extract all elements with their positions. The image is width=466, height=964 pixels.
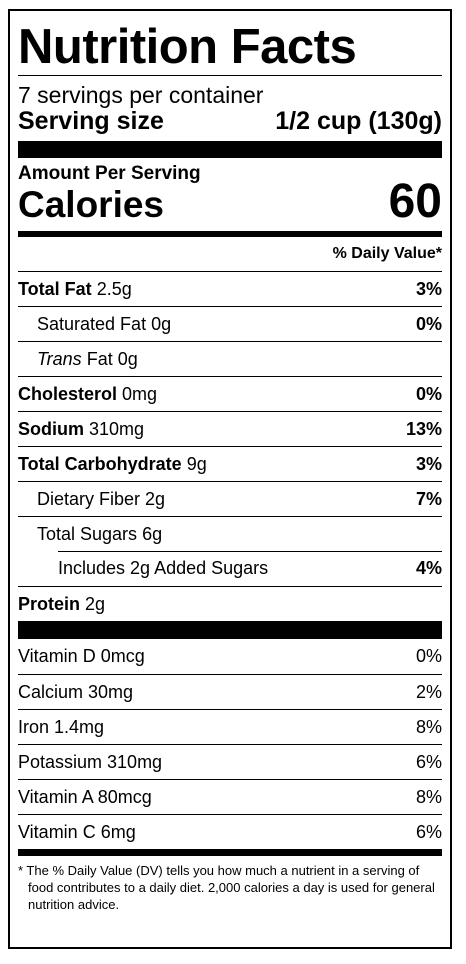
nutrient-dv: 7% (415, 488, 442, 509)
nutrient-dv: 3% (415, 278, 442, 299)
amount-per-serving: Amount Per Serving (18, 163, 201, 184)
medium-divider (18, 849, 442, 856)
nutrient-row-saturated-fat: Saturated Fat 0g 0% (18, 306, 442, 341)
footnote: * The % Daily Value (DV) tells you how m… (18, 863, 435, 912)
divider (18, 75, 442, 76)
daily-value-header: % Daily Value* (332, 245, 442, 262)
vitamin-name: Vitamin D 0mcg (18, 646, 145, 666)
nutrient-dv: 13% (405, 418, 442, 439)
nutrient-row-sodium: Sodium 310mg 13% (18, 411, 442, 446)
nutrient-dv: 0% (415, 313, 442, 334)
serving-size-value: 1/2 cup (130g) (275, 107, 442, 135)
nutrient-amount: 310mg (89, 418, 145, 439)
nutrient-row-trans-fat: Trans Fat 0g (18, 341, 442, 376)
vitamin-name: Potassium 310mg (18, 751, 163, 772)
nutrient-row-cholesterol: Cholesterol 0mg 0% (18, 376, 442, 411)
vitamin-name: Iron 1.4mg (18, 716, 105, 737)
nutrient-name: Total Sugars (37, 523, 138, 544)
nutrient-name: Trans (37, 348, 82, 369)
nutrient-name: Total Carbohydrate (18, 453, 182, 474)
nutrient-name: Total Fat (18, 278, 92, 299)
vitamin-row-potassium: Potassium 310mg 6% (18, 744, 442, 779)
vitamin-row-calcium: Calcium 30mg 2% (18, 674, 442, 709)
nutrient-amount: 0g (117, 348, 138, 369)
nutrient-dv: 4% (415, 558, 442, 578)
nutrient-row-added-sugars: Includes 2g Added Sugars 4% (18, 551, 442, 586)
servings-per-container: 7 servings per container (18, 82, 264, 108)
nutrition-facts-label: Nutrition Facts 7 servings per container… (8, 9, 452, 949)
medium-divider (18, 231, 442, 237)
nutrient-row-dietary-fiber: Dietary Fiber 2g 7% (18, 481, 442, 516)
nutrient-amount: 2.5g (96, 278, 132, 299)
nutrient-amount: 2g (85, 593, 106, 614)
calories-value: 60 (388, 175, 442, 228)
thick-divider (18, 621, 442, 639)
vitamin-row-iron: Iron 1.4mg 8% (18, 709, 442, 744)
nutrient-text: Includes 2g Added Sugars (58, 558, 269, 578)
serving-size: Serving size 1/2 cup (130g) (18, 107, 442, 135)
divider (58, 551, 442, 552)
nutrient-amount: 0mg (122, 383, 158, 404)
nutrient-dv: 3% (415, 453, 442, 474)
label-title: Nutrition Facts (18, 20, 357, 74)
vitamin-dv: 2% (415, 681, 442, 702)
nutrient-row-total-carbohydrate: Total Carbohydrate 9g 3% (18, 446, 442, 481)
nutrient-amount: 2g (145, 488, 166, 509)
nutrient-name: Dietary Fiber (37, 488, 141, 509)
calories-row: Calories 60 (18, 178, 442, 231)
nutrient-name: Sodium (18, 418, 84, 439)
vitamin-name: Vitamin A 80mcg (18, 786, 152, 807)
nutrient-row-total-sugars: Total Sugars 6g (18, 516, 442, 551)
nutrient-row-protein: Protein 2g (18, 586, 442, 621)
vitamin-dv: 0% (415, 646, 442, 666)
vitamin-dv: 8% (415, 786, 442, 807)
nutrient-amount: 9g (186, 453, 207, 474)
vitamin-dv: 6% (415, 821, 442, 842)
vitamin-dv: 6% (415, 751, 442, 772)
nutrient-row-total-fat: Total Fat 2.5g 3% (18, 271, 442, 306)
nutrient-amount: 0g (151, 313, 172, 334)
vitamin-name: Calcium 30mg (18, 681, 134, 702)
vitamin-name: Vitamin C 6mg (18, 821, 136, 842)
thick-divider (18, 141, 442, 158)
nutrient-dv: 0% (415, 383, 442, 404)
nutrient-name-suffix: Fat (86, 348, 113, 369)
vitamin-row-d: Vitamin D 0mcg 0% (18, 639, 442, 674)
calories-label: Calories (18, 184, 165, 225)
serving-size-label: Serving size (18, 107, 164, 135)
nutrient-name: Protein (18, 593, 81, 614)
vitamin-dv: 8% (415, 716, 442, 737)
nutrient-name: Cholesterol (18, 383, 118, 404)
vitamin-row-c: Vitamin C 6mg 6% (18, 814, 442, 849)
nutrient-amount: 6g (142, 523, 163, 544)
nutrient-name: Saturated Fat (37, 313, 147, 334)
vitamin-row-a: Vitamin A 80mcg 8% (18, 779, 442, 814)
